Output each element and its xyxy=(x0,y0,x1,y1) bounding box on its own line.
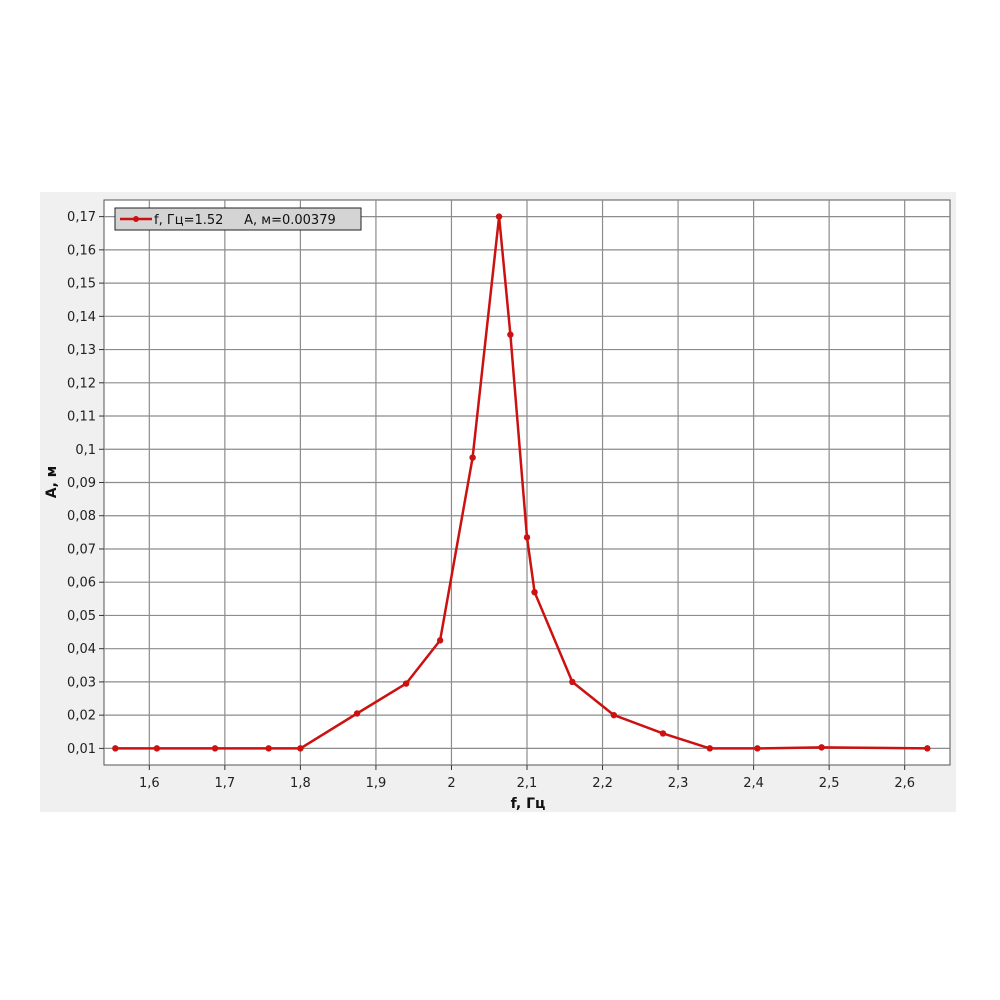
y-tick-label: 0,09 xyxy=(67,476,96,491)
data-point xyxy=(754,745,761,752)
data-point xyxy=(523,534,531,541)
y-tick-label: 0,14 xyxy=(67,310,96,325)
data-point xyxy=(353,710,361,717)
y-tick-label: 0,07 xyxy=(67,542,96,557)
y-tick-label: 0,02 xyxy=(67,709,96,724)
legend-label: f, Гц=1.52 А, м=0.00379 xyxy=(154,213,336,228)
data-point xyxy=(211,745,219,752)
y-tick-label: 0,13 xyxy=(67,343,96,358)
x-tick-label: 2,3 xyxy=(668,776,689,791)
y-tick-label: 0,05 xyxy=(67,609,96,624)
y-axis-title: А, м xyxy=(44,466,60,498)
y-tick-label: 0,1 xyxy=(75,443,96,458)
grid-lines xyxy=(104,200,950,765)
data-point xyxy=(436,637,444,644)
line-chart: 1,6 1,7 1,8 1,9 2 2,1 2,2 2,3 2,4 2,5 2,6 0,01 0,02 0… xyxy=(44,199,951,812)
y-tick-label: 0,16 xyxy=(67,243,96,258)
data-point xyxy=(610,711,618,719)
x-tick-label: 2 xyxy=(447,776,455,791)
y-tick-label: 0,17 xyxy=(67,210,96,225)
data-point xyxy=(569,678,576,686)
axis-ticks: 1,6 1,7 1,8 1,9 2 2,1 2,2 2,3 2,4 2,5 2,6 0,01 0,02 0… xyxy=(67,210,915,791)
data-point xyxy=(531,588,538,596)
x-tick-label: 1,6 xyxy=(139,776,160,791)
x-tick-label: 2,1 xyxy=(517,776,538,791)
x-tick-label: 1,7 xyxy=(215,776,236,791)
legend: f, Гц=1.52 А, м=0.00379 xyxy=(114,207,362,231)
data-point xyxy=(265,745,272,752)
y-tick-label: 0,12 xyxy=(67,376,96,391)
x-tick-label: 2,4 xyxy=(743,776,764,791)
data-point xyxy=(402,680,410,687)
y-tick-label: 0,04 xyxy=(67,642,96,657)
y-tick-label: 0,15 xyxy=(67,277,96,292)
legend-swatch-marker xyxy=(133,216,139,222)
data-point xyxy=(495,213,503,220)
chart-panel: 1,6 1,7 1,8 1,9 2 2,1 2,2 2,3 2,4 2,5 2,6 0,01 0,02 0… xyxy=(40,192,956,812)
y-tick-label: 0,08 xyxy=(67,509,96,524)
x-axis-title: f, Гц xyxy=(511,796,546,812)
series-layer xyxy=(112,213,931,752)
data-point xyxy=(818,744,825,751)
x-tick-label: 1,9 xyxy=(366,776,387,791)
x-tick-label: 2,5 xyxy=(819,776,840,791)
y-tick-label: 0,03 xyxy=(67,675,96,690)
x-tick-label: 2,2 xyxy=(592,776,613,791)
y-tick-label: 0,01 xyxy=(67,742,96,757)
data-point xyxy=(469,454,476,461)
data-point xyxy=(659,730,667,737)
y-tick-label: 0,06 xyxy=(67,576,96,591)
legend-box xyxy=(114,207,362,231)
x-tick-label: 2,6 xyxy=(894,776,915,791)
data-point xyxy=(153,745,161,752)
data-point xyxy=(706,745,713,752)
data-point xyxy=(112,745,119,752)
series-line xyxy=(115,215,928,750)
data-point xyxy=(507,331,514,338)
x-tick-label: 1,8 xyxy=(290,776,311,791)
data-point xyxy=(297,745,304,752)
y-tick-label: 0,11 xyxy=(67,410,96,425)
data-point xyxy=(924,745,931,752)
